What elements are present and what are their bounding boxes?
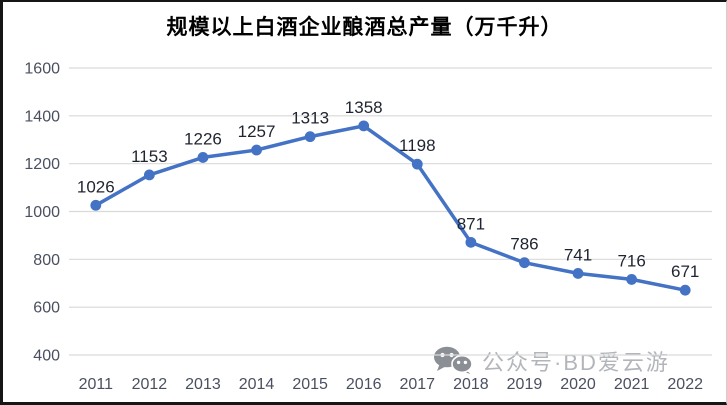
data-label: 786	[510, 235, 538, 254]
data-point-2021	[626, 274, 638, 285]
y-tick-label: 1000	[24, 204, 60, 221]
x-tick-label: 2022	[667, 376, 703, 393]
data-point-2012	[143, 169, 155, 181]
x-tick-label: 2013	[185, 376, 221, 393]
x-tick-label: 2019	[507, 376, 543, 393]
x-tick-label: 2011	[79, 376, 114, 393]
data-point-2015	[304, 131, 316, 143]
y-tick-label: 1400	[24, 108, 60, 125]
x-tick-label: 2021	[614, 376, 650, 393]
data-point-2016	[358, 120, 370, 132]
y-tick-label: 1600	[24, 61, 60, 78]
data-point-2013	[197, 152, 209, 163]
y-tick-label: 600	[33, 300, 60, 317]
data-point-2022	[679, 284, 691, 296]
x-tick-label: 2020	[560, 376, 596, 393]
x-tick-label: 2014	[239, 376, 275, 393]
data-label: 1226	[184, 129, 222, 148]
chart-title: 规模以上白酒企业酿酒总产量（万千升）	[166, 15, 563, 39]
data-label: 871	[457, 214, 485, 233]
x-tick-label: 2012	[132, 376, 168, 393]
x-tick-label: 2015	[292, 376, 328, 393]
data-label: 1153	[131, 147, 168, 166]
x-tick-label: 2016	[346, 376, 382, 393]
data-label: 671	[671, 262, 699, 281]
data-label: 716	[617, 251, 645, 270]
data-point-2020	[572, 268, 584, 279]
line-chart: 1600 1400 1200 1000 800 600 400 2011 2012 2013 201…	[24, 61, 712, 393]
data-point-2017	[411, 158, 423, 170]
data-label: 1198	[399, 136, 436, 155]
data-label: 1026	[77, 177, 115, 196]
y-tick-label: 1200	[24, 156, 60, 173]
data-point-2011	[90, 199, 102, 211]
x-tick-label: 2017	[399, 376, 435, 393]
data-label: 1313	[291, 109, 329, 128]
data-point-2014	[251, 144, 262, 156]
y-tick-label: 400	[33, 348, 60, 365]
data-point-2019	[519, 257, 530, 269]
y-tick-label: 800	[33, 252, 60, 269]
data-label: 1257	[238, 122, 276, 141]
x-tick-label: 2018	[453, 376, 489, 393]
data-label: 741	[564, 245, 592, 264]
series-line	[94, 124, 687, 292]
data-point-2018	[465, 236, 477, 248]
data-label: 1358	[345, 98, 383, 117]
